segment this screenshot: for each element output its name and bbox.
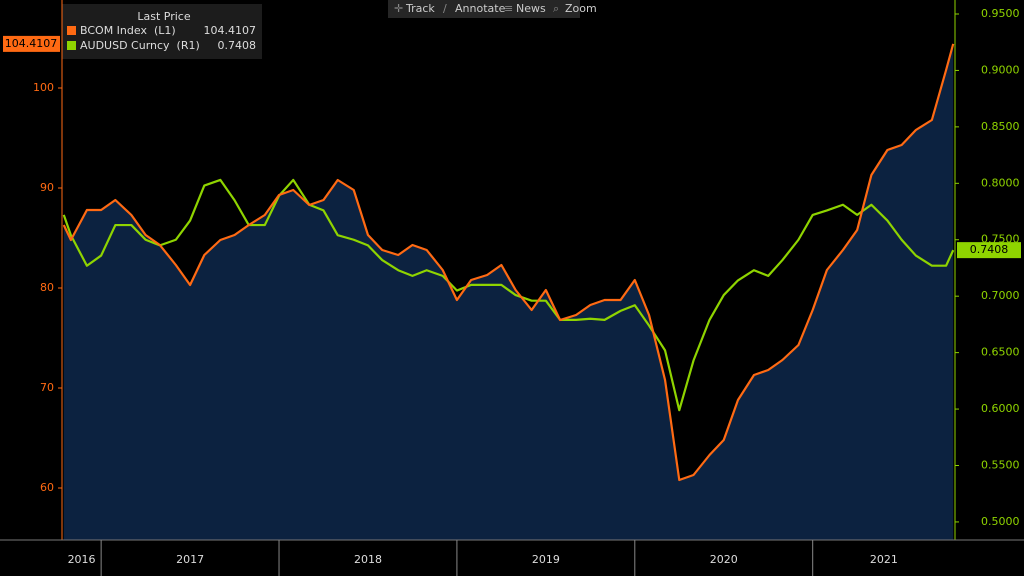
toolbar-button[interactable]: Annotate [455,2,506,15]
y2-tick-label: 0.8000 [981,176,1020,189]
toolbar [388,0,580,18]
x-period-label: 2018 [354,553,382,566]
y2-tick-label: 0.6500 [981,346,1020,359]
legend-label: AUDUSD Curncy (R1) [80,39,200,52]
y-tick-label: 80 [40,281,54,294]
area [63,43,954,540]
x-period-label: 2021 [870,553,898,566]
plot-area [62,43,955,540]
y2-tick-label: 0.7000 [981,289,1020,302]
legend-title: Last Price [137,10,190,23]
line [62,178,955,412]
x-period-label: 2017 [176,553,204,566]
toolbar-icon[interactable]: ≡ [504,2,513,15]
x-period-label: 2016 [68,553,96,566]
y2-tick-label: 0.6000 [981,402,1020,415]
x-period-label: 2020 [710,553,738,566]
toolbar-button[interactable]: Track [405,2,435,15]
legend-swatch [67,26,76,35]
y2-tick-label: 0.9000 [981,63,1020,76]
y-tick-label: 100 [33,81,54,94]
legend-swatch [67,41,76,50]
legend-label: BCOM Index (L1) [80,24,176,37]
y-tick-label: 90 [40,181,54,194]
y2-tick-label: 0.9500 [981,7,1020,20]
y2-tick-label: 0.5500 [981,459,1020,472]
toolbar-button[interactable]: News [516,2,546,15]
y2-tick-label: 0.5000 [981,515,1020,528]
last-price-label: 0.7408 [970,243,1009,256]
toolbar-icon[interactable]: ∕ [443,2,447,15]
legend-value: 0.7408 [218,39,257,52]
legend [62,4,262,59]
toolbar-icon[interactable]: ⌕ [553,2,559,15]
y-tick-label: 60 [40,481,54,494]
y2-tick-label: 0.8500 [981,120,1020,133]
last-price-label: 104.4107 [5,37,58,50]
toolbar-icon[interactable]: ✛ [394,2,403,15]
last-price-tag [957,242,1021,259]
legend-value: 104.4107 [204,24,257,37]
x-period-label: 2019 [532,553,560,566]
line [62,43,955,482]
y-tick-label: 70 [40,381,54,394]
last-price-tag [3,35,60,52]
toolbar-button[interactable]: Zoom [565,2,597,15]
